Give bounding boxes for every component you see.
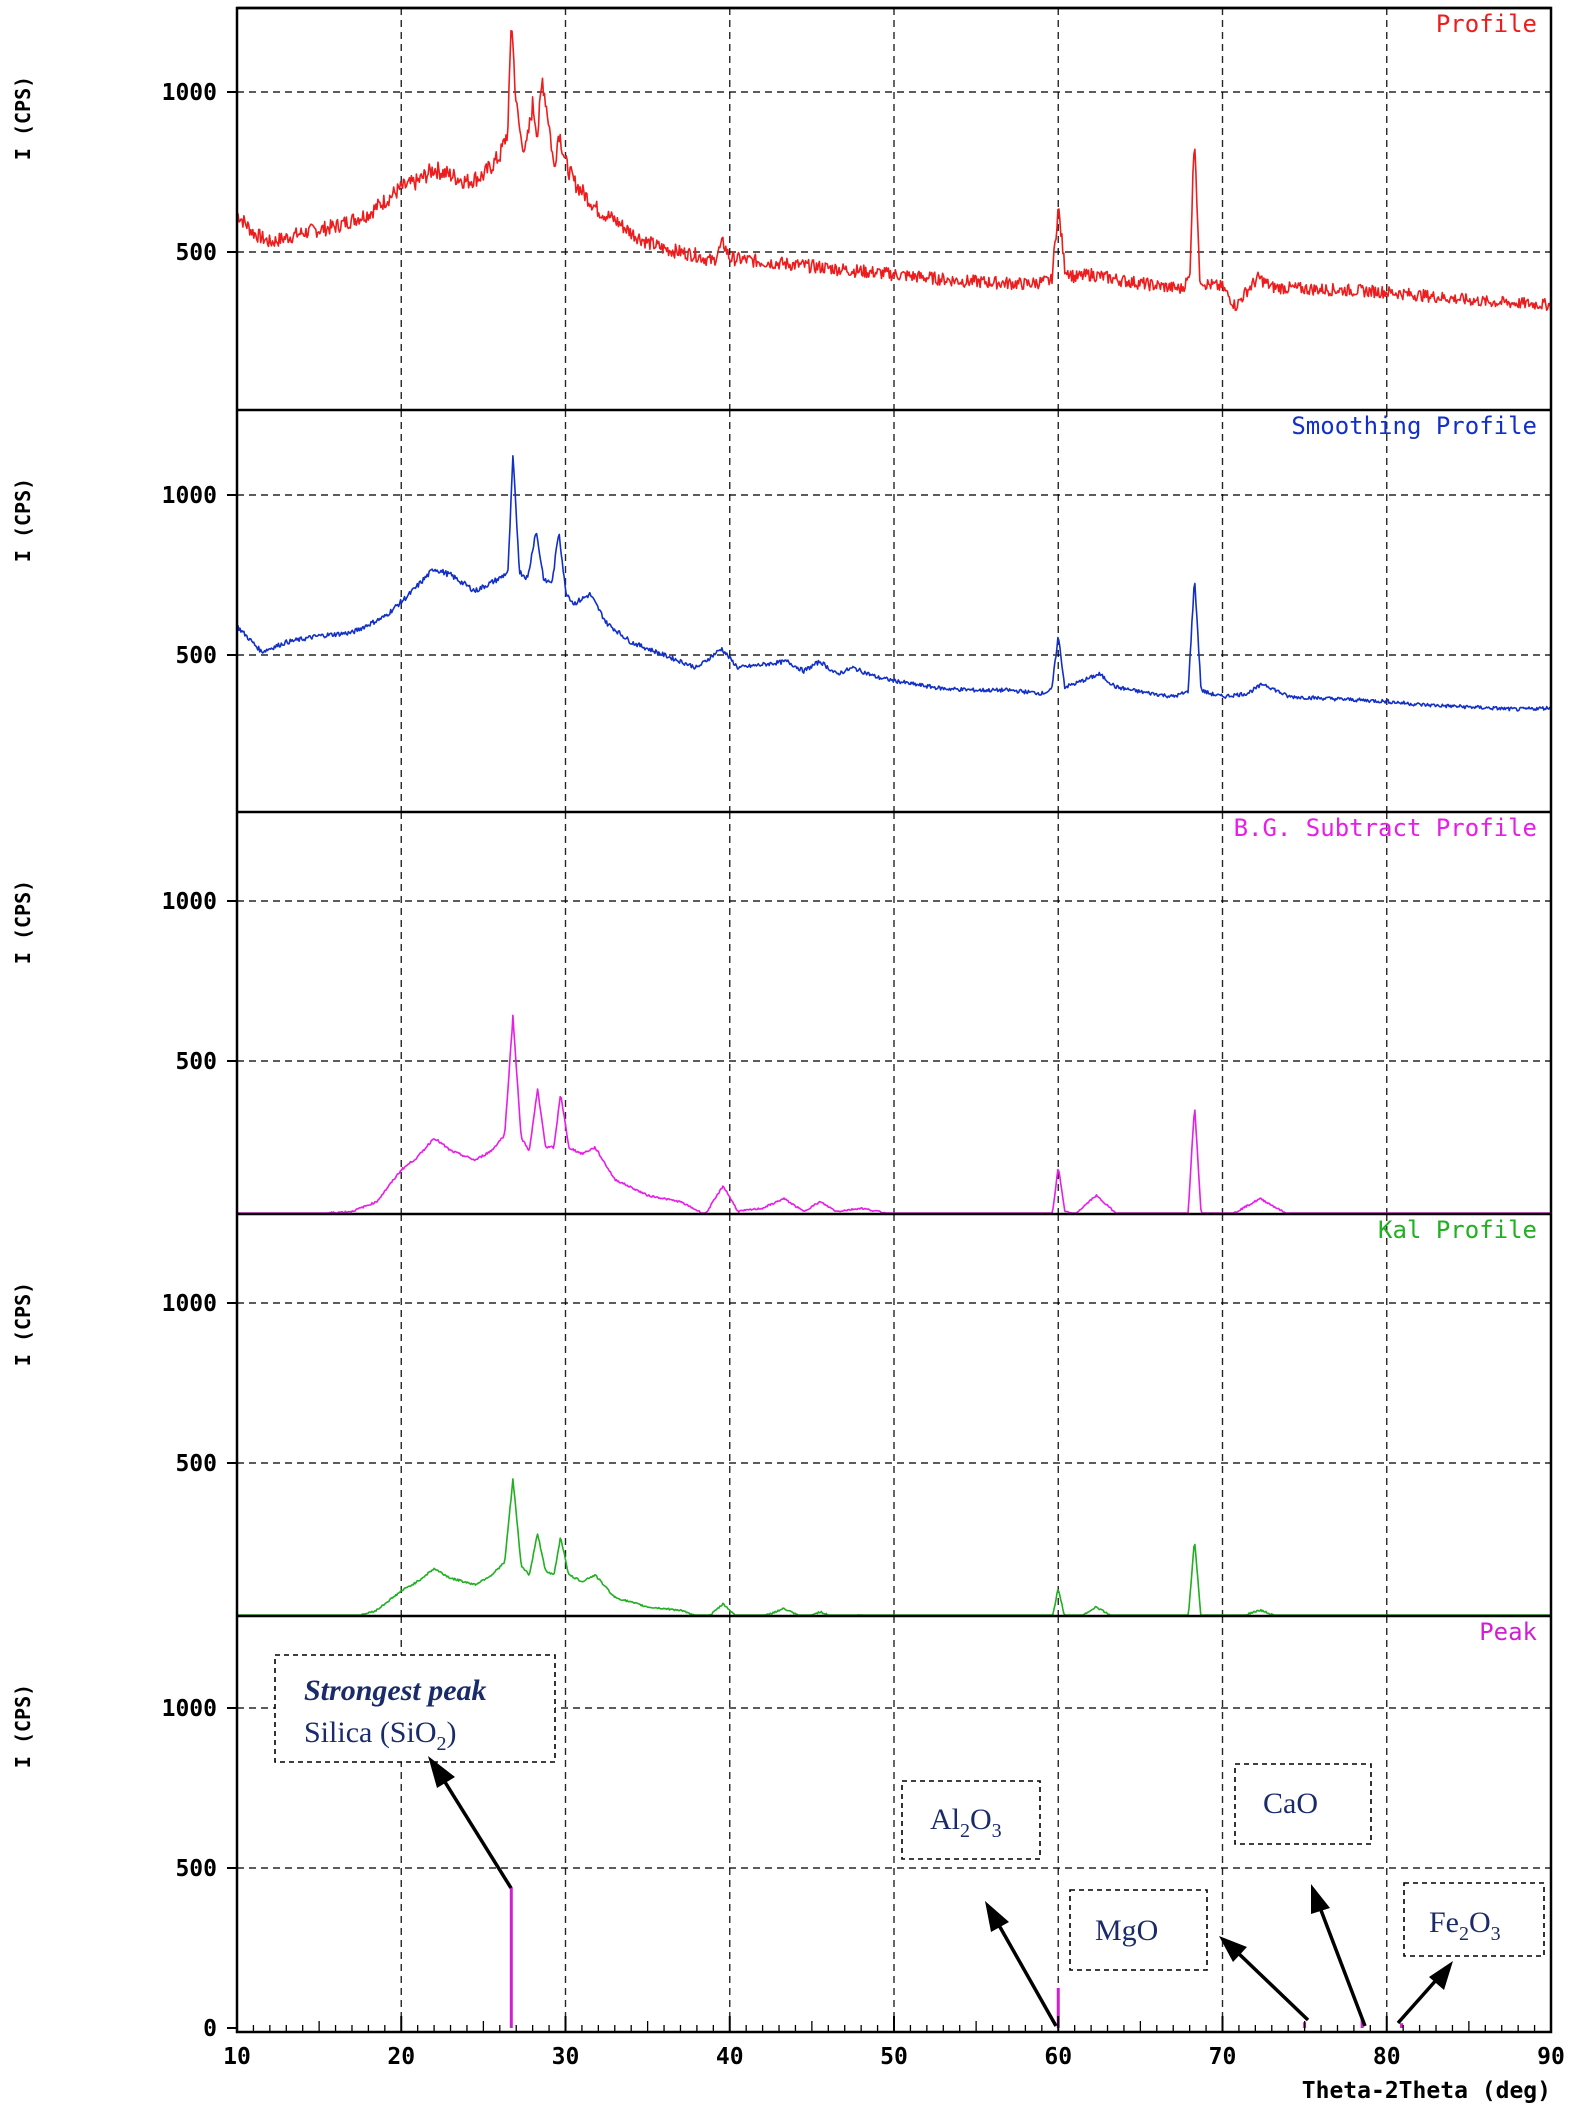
xtick-label: 50	[880, 2044, 908, 2070]
arrowhead-cao	[1311, 1884, 1330, 1914]
arrow-al2o3	[994, 1919, 1058, 2027]
xtick-label: 40	[716, 2044, 744, 2070]
ytick-label: 500	[175, 240, 217, 266]
annotation-silica-box	[274, 1654, 556, 1763]
arrow-fe2o3	[1396, 1976, 1440, 2025]
ytick-label: 1000	[162, 80, 217, 106]
ytick-label: 1000	[162, 889, 217, 915]
annotation-al2o3-label: Al2O3	[930, 1803, 1002, 1842]
frame-layer	[227, 6, 1553, 2034]
arrowhead-silica	[428, 1756, 455, 1788]
annotation-fe2o3: Fe2O3	[1396, 1882, 1545, 2025]
ylabel: I (CPS)	[11, 880, 35, 964]
legend-entry: Smoothing Profile	[1291, 412, 1537, 440]
ytick-label: 0	[203, 2016, 217, 2042]
legend-entry: Kal Profile	[1378, 1216, 1537, 1244]
annotation-silica-title: Strongest peak	[304, 1674, 487, 1707]
ylabel: I (CPS)	[11, 1282, 35, 1366]
ytick-label: 500	[175, 1856, 217, 1882]
annotation-mgo-box	[1069, 1889, 1208, 1971]
xtick-label: 70	[1209, 2044, 1237, 2070]
annotation-cao-box	[1234, 1763, 1372, 1845]
xlabel: Theta-2Theta (deg)	[1302, 2078, 1551, 2104]
arrowhead-al2o3	[985, 1901, 1009, 1932]
series-line-smoothing-profile	[236, 455, 1552, 712]
series-line-kal-profile	[237, 1478, 1551, 1616]
ytick-label: 500	[175, 643, 217, 669]
legend-entry: Profile	[1436, 10, 1537, 38]
annotation-mgo: MgO	[1069, 1889, 1310, 2022]
ytick-label: 500	[175, 1049, 217, 1075]
annotation-fe2o3-box	[1403, 1882, 1545, 1957]
annotation-cao: CaO	[1234, 1763, 1372, 2027]
legend-entry: B.G. Subtract Profile	[1234, 814, 1537, 842]
ylabel: I (CPS)	[11, 1684, 35, 1768]
arrowhead-fe2o3	[1429, 1961, 1453, 1990]
annotation-mgo-label: MgO	[1095, 1914, 1158, 1947]
arrow-mgo	[1234, 1949, 1310, 2022]
annotation-silica: Strongest peak Silica (SiO2)	[274, 1654, 556, 1889]
annotation-silica-label: Silica (SiO2)	[304, 1716, 457, 1755]
ytick-label: 1000	[162, 1696, 217, 1722]
arrow-cao	[1317, 1904, 1367, 2027]
ylabel: I (CPS)	[11, 478, 35, 562]
xtick-label: 80	[1373, 2044, 1401, 2070]
ytick-label: 1000	[162, 483, 217, 509]
ytick-label: 1000	[162, 1291, 217, 1317]
annotation-fe2o3-label: Fe2O3	[1429, 1906, 1501, 1945]
xtick-label: 10	[223, 2044, 251, 2070]
legend-entry: Peak	[1479, 1618, 1537, 1646]
xtick-label: 30	[552, 2044, 580, 2070]
series-line-profile	[237, 29, 1552, 312]
annotation-cao-label: CaO	[1263, 1787, 1318, 1820]
grid-layer	[237, 8, 1551, 2032]
annotation-al2o3: Al2O3	[901, 1780, 1058, 2027]
xtick-label: 20	[387, 2044, 415, 2070]
ytick-label: 500	[175, 1451, 217, 1477]
annotation-layer: Strongest peak Silica (SiO2) Al2O3 MgO C…	[274, 1654, 1545, 2027]
arrowhead-mgo	[1219, 1936, 1247, 1962]
arrow-silica	[438, 1773, 513, 1889]
xtick-label: 90	[1537, 2044, 1565, 2070]
annotation-al2o3-box	[901, 1780, 1041, 1860]
xtick-label: 60	[1044, 2044, 1072, 2070]
ylabel: I (CPS)	[11, 76, 35, 160]
